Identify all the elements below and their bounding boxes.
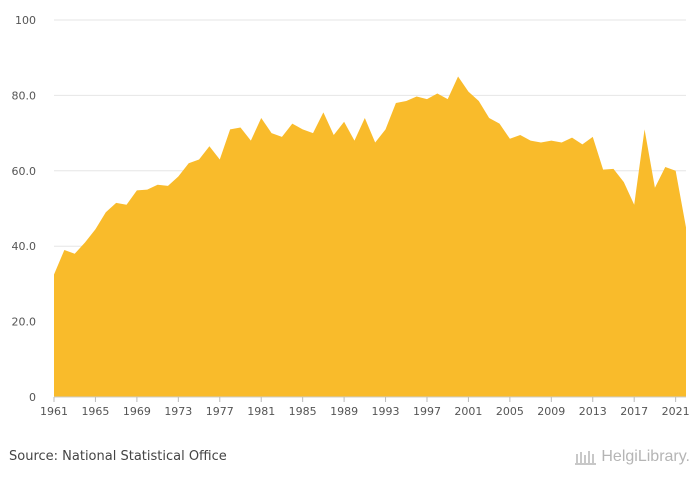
y-tick-label: 60.0 xyxy=(12,165,37,178)
x-tick-label: 1997 xyxy=(413,405,441,418)
x-tick-label: 2021 xyxy=(662,405,690,418)
y-tick-label: 80.0 xyxy=(12,89,37,102)
helgi-library-logo: HelgiLibrary. xyxy=(575,448,690,466)
x-tick-label: 1989 xyxy=(330,405,358,418)
area-series xyxy=(54,76,686,398)
x-tick-label: 1973 xyxy=(164,405,192,418)
x-tick-label: 1985 xyxy=(289,405,317,418)
y-tick-label: 20.0 xyxy=(12,316,37,329)
x-tick-label: 2001 xyxy=(454,405,482,418)
x-tick-label: 2009 xyxy=(537,405,565,418)
x-tick-label: 1981 xyxy=(247,405,275,418)
y-tick-label: 40.0 xyxy=(12,240,37,253)
x-tick-label: 2013 xyxy=(579,405,607,418)
logo-text: HelgiLibrary. xyxy=(601,448,690,465)
source-note: Source: National Statistical Office xyxy=(9,449,227,464)
x-tick-label: 1993 xyxy=(372,405,400,418)
x-tick-label: 2005 xyxy=(496,405,524,418)
x-tick-label: 1969 xyxy=(123,405,151,418)
y-axis-ticks: 0 20.0 40.0 60.0 80.0 100 xyxy=(12,14,37,404)
y-tick-label: 100 xyxy=(15,14,36,27)
area-chart: 0 20.0 40.0 60.0 80.0 100 1961 1965 1969 1973 197… xyxy=(12,14,690,418)
x-tick-label: 1965 xyxy=(81,405,109,418)
x-axis-ticks: 1961 1965 1969 1973 1977 1981 1985 1989 1993 1997… xyxy=(40,397,690,418)
x-tick-label: 2017 xyxy=(620,405,648,418)
x-tick-label: 1977 xyxy=(206,405,234,418)
library-icon xyxy=(575,451,597,465)
y-tick-label: 0 xyxy=(29,391,36,404)
x-tick-label: 1961 xyxy=(40,405,68,418)
